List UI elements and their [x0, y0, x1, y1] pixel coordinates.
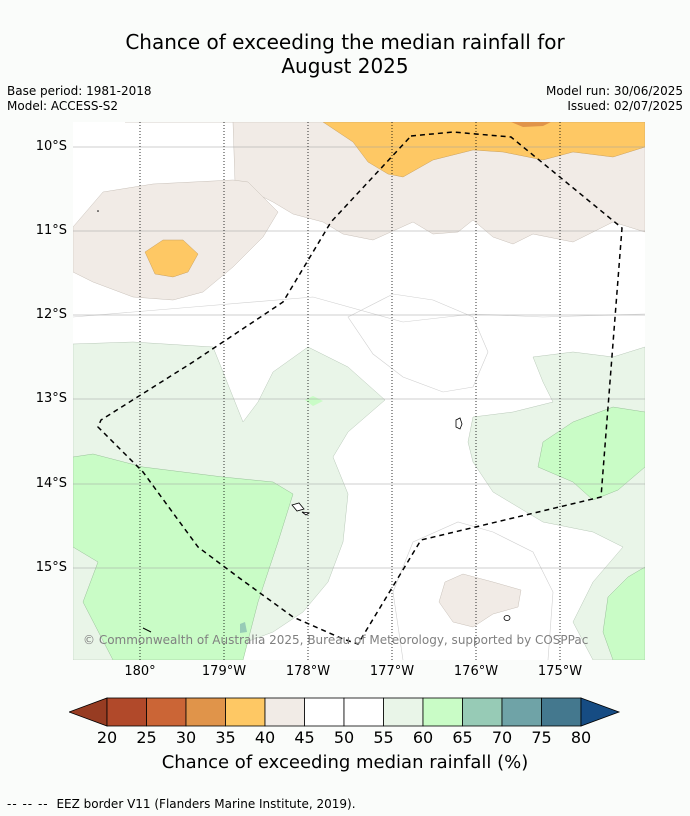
region-65-west	[73, 453, 294, 660]
colorbar-tick-label: 30	[175, 728, 197, 747]
colorbar-tick-label: 80	[570, 728, 592, 747]
colorbar-cell	[383, 697, 424, 727]
region-65-spot	[305, 396, 323, 406]
contour-50-b	[73, 296, 645, 323]
colorbar-cell	[343, 697, 384, 727]
region-white-corner	[73, 122, 125, 192]
island-icon	[455, 417, 463, 430]
lat-label: 13°S	[35, 391, 67, 406]
lon-label: 180°	[124, 664, 156, 679]
contour-50	[347, 293, 489, 393]
colorbar-tick-label: 75	[531, 728, 552, 747]
chart-title: Chance of exceeding the median rainfall …	[0, 30, 690, 78]
map-canvas	[73, 122, 645, 660]
lon-label: 175°W	[537, 664, 583, 679]
colorbar-cell	[225, 697, 266, 727]
colorbar-cell	[185, 697, 226, 727]
colorbar-title: Chance of exceeding median rainfall (%)	[161, 752, 529, 773]
island-icon	[142, 627, 152, 633]
colorbar-tick-label: 65	[452, 728, 473, 747]
forecast-map	[73, 122, 645, 660]
island-icon	[97, 210, 99, 212]
region-35-north	[322, 122, 645, 178]
colorbar-extend-high	[580, 697, 621, 727]
lon-label: 177°W	[369, 664, 415, 679]
colorbar	[69, 697, 621, 727]
colorbar-tick-label: 55	[373, 728, 394, 747]
colorbar-cell	[264, 697, 305, 727]
lon-label: 176°W	[453, 664, 499, 679]
eez-border	[97, 131, 623, 645]
region-65-east	[537, 406, 645, 501]
colorbar-cell	[422, 697, 463, 727]
copyright-notice: © Commonwealth of Australia 2025, Bureau…	[83, 633, 589, 647]
colorbar-cell	[106, 697, 147, 727]
island-icon	[291, 502, 305, 512]
lat-label: 15°S	[35, 560, 67, 575]
colorbar-tick-label: 40	[254, 728, 276, 747]
colorbar-cell	[146, 697, 187, 727]
colorbar-cell	[501, 697, 542, 727]
lat-label: 14°S	[35, 476, 67, 491]
lat-gridlines	[73, 146, 645, 569]
model-run-label: Model run: 30/06/2025	[545, 84, 683, 98]
colorbar-extend-low	[69, 697, 108, 727]
lon-label: 178°W	[285, 664, 331, 679]
colorbar-tick-label: 70	[491, 728, 513, 747]
base-period-label: Base period: 1981-2018	[7, 84, 152, 98]
colorbar-cell	[304, 697, 345, 727]
region-35-west	[144, 239, 199, 278]
lat-label: 11°S	[35, 223, 67, 238]
colorbar-tick-label: 60	[412, 728, 434, 747]
colorbar-tick-label: 20	[96, 728, 118, 747]
eez-dash-icon: -- -- --	[7, 797, 49, 811]
issued-label: Issued: 02/07/2025	[567, 99, 683, 113]
meta-left: Base period: 1981-2018 Model: ACCESS-S2	[7, 84, 152, 114]
legend-text: EEZ border V11 (Flanders Marine Institut…	[56, 797, 356, 811]
colorbar-tick-label: 35	[215, 728, 236, 747]
model-label: Model: ACCESS-S2	[7, 99, 119, 113]
region-45-south	[438, 573, 522, 628]
lat-label: 12°S	[35, 307, 67, 322]
colorbar-tick-label: 45	[294, 728, 315, 747]
colorbar-cell	[462, 697, 503, 727]
region-70-spot	[240, 622, 247, 633]
lon-label: 179°W	[201, 664, 247, 679]
colorbar-cell	[541, 697, 582, 727]
title-line-1: Chance of exceeding the median rainfall …	[125, 30, 565, 54]
island-icon	[301, 511, 311, 516]
colorbar-cells	[69, 697, 621, 727]
title-line-2: August 2025	[281, 54, 409, 78]
lat-label: 10°S	[35, 139, 67, 154]
legend: -- -- -- EEZ border V11 (Flanders Marine…	[7, 797, 356, 811]
meta-right: Model run: 30/06/2025 Issued: 02/07/2025	[546, 84, 683, 114]
island-icon	[503, 615, 511, 621]
region-65-southeast	[602, 566, 645, 660]
region-30-north	[511, 122, 551, 127]
colorbar-tick-label: 25	[136, 728, 157, 747]
colorbar-tick-label: 50	[333, 728, 355, 747]
